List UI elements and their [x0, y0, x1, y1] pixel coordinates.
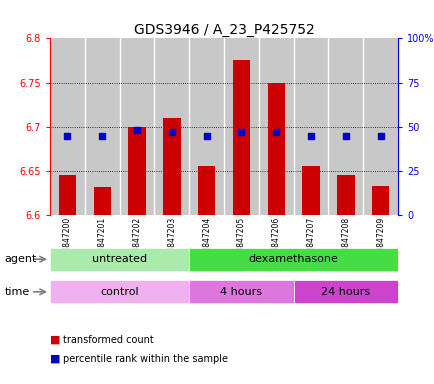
Text: time: time [4, 287, 30, 297]
Bar [258, 38, 293, 215]
Bar [119, 38, 154, 215]
Bar [197, 167, 215, 215]
Text: agent: agent [4, 254, 36, 264]
Bar [189, 280, 293, 303]
Bar [302, 167, 319, 215]
Bar [232, 61, 250, 215]
Bar [50, 38, 85, 215]
Text: untreated: untreated [92, 254, 147, 264]
Bar [293, 38, 328, 215]
Bar [50, 248, 189, 271]
Bar [50, 280, 189, 303]
Title: GDS3946 / A_23_P425752: GDS3946 / A_23_P425752 [133, 23, 314, 37]
Text: dexamethasone: dexamethasone [248, 254, 338, 264]
Bar [128, 127, 145, 215]
Bar [336, 175, 354, 215]
Bar [293, 280, 397, 303]
Text: ■: ■ [50, 335, 60, 345]
Bar [93, 187, 111, 215]
Bar [362, 38, 397, 215]
Bar [267, 83, 284, 215]
Text: 4 hours: 4 hours [220, 287, 262, 297]
Bar [189, 248, 397, 271]
Text: transformed count: transformed count [63, 335, 154, 345]
Bar [85, 38, 119, 215]
Text: control: control [100, 287, 138, 297]
Bar [154, 38, 189, 215]
Text: percentile rank within the sample: percentile rank within the sample [63, 354, 227, 364]
Bar [189, 38, 224, 215]
Bar [163, 118, 180, 215]
Bar [59, 175, 76, 215]
Text: 24 hours: 24 hours [321, 287, 369, 297]
Bar [328, 38, 362, 215]
Bar [224, 38, 258, 215]
Bar [371, 186, 388, 215]
Text: ■: ■ [50, 354, 60, 364]
